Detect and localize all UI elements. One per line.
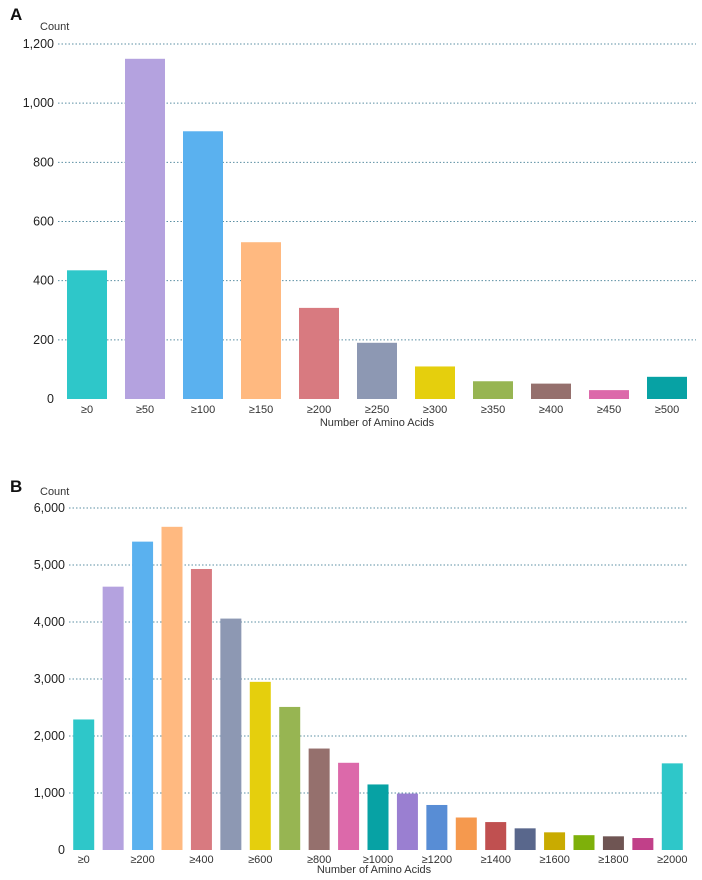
bar-a-9 (531, 383, 571, 399)
bar-a-8 (473, 381, 513, 399)
x-tick-label: ≥400 (189, 854, 213, 866)
bar-a-10 (589, 390, 629, 399)
x-ticks-a: ≥0 ≥50 ≥100 ≥150 ≥200 ≥250 ≥300 ≥350 ≥400 ≥450 ≥50… (81, 404, 679, 416)
y-tick-label: 2,000 (34, 729, 65, 743)
x-tick-label: ≥0 (78, 854, 90, 866)
x-tick-label: ≥200 (130, 854, 154, 866)
x-tick-label: ≥1000 (363, 854, 394, 866)
bar-b-18 (573, 835, 595, 850)
bar-b-19 (602, 836, 624, 850)
bar-a-5 (299, 307, 339, 399)
y-tick-label: 1,200 (23, 37, 54, 51)
bar-a-6 (357, 342, 397, 399)
x-tick-label: ≥1600 (539, 854, 570, 866)
bar-b-4 (161, 526, 183, 850)
bar-b-16 (514, 828, 536, 850)
x-tick-label: ≥1800 (598, 854, 629, 866)
x-tick-label: ≥450 (597, 404, 621, 416)
bar-b-3 (132, 541, 154, 850)
bar-a-2 (125, 58, 165, 400)
bar-a-11 (647, 376, 687, 399)
bar-a-4 (241, 242, 281, 399)
bar-b-7 (249, 681, 271, 850)
bar-b-12 (396, 793, 418, 850)
bar-a-7 (415, 366, 455, 399)
chart-panel-b: B Count 0 1,000 2,000 3,000 4,000 5,000 6,000 … (0, 470, 702, 880)
x-tick-label: ≥0 (81, 404, 93, 416)
y-tick-label: 800 (33, 155, 54, 169)
y-tick-label: 1,000 (23, 96, 54, 110)
bar-b-11 (367, 784, 389, 850)
x-tick-label: ≥350 (481, 404, 505, 416)
y-tick-label: 600 (33, 215, 54, 229)
bar-b-15 (485, 822, 507, 850)
x-axis-title-a: Number of Amino Acids (320, 417, 435, 429)
x-tick-label: ≥300 (423, 404, 447, 416)
y-tick-label: 5,000 (34, 558, 65, 572)
x-tick-label: ≥400 (539, 404, 563, 416)
x-tick-label: ≥800 (307, 854, 331, 866)
bar-b-2 (102, 586, 124, 850)
x-ticks-b: ≥0 ≥200 ≥400 ≥600 ≥800 ≥1000 ≥1200 ≥1400 ≥1600 ≥1… (78, 854, 688, 866)
x-tick-label: ≥2000 (657, 854, 688, 866)
x-tick-label: ≥100 (191, 404, 215, 416)
bar-b-10 (338, 762, 360, 850)
y-tick-label: 6,000 (34, 501, 65, 515)
x-tick-label: ≥1400 (480, 854, 511, 866)
y-axis-title-b: Count (40, 486, 69, 498)
bar-a-1 (67, 270, 107, 399)
bar-b-14 (455, 817, 477, 850)
y-axis-title-a: Count (40, 21, 69, 33)
panel-label-b: B (10, 477, 22, 496)
chart-panel-a: A Count 0 200 400 600 800 1,000 1,200 ≥0 ≥50 ≥10… (10, 5, 696, 429)
bars-a (67, 58, 687, 400)
y-ticks-a: 0 200 400 600 800 1,000 1,200 (23, 37, 54, 406)
y-tick-label: 0 (47, 392, 54, 406)
x-tick-label: ≥150 (249, 404, 273, 416)
bar-b-5 (190, 568, 212, 850)
bars-b (73, 526, 683, 850)
bar-b-20 (632, 838, 654, 850)
x-tick-label: ≥500 (655, 404, 679, 416)
y-tick-label: 4,000 (34, 615, 65, 629)
bar-b-6 (220, 618, 242, 850)
panel-label-a: A (10, 5, 22, 24)
y-tick-label: 200 (33, 333, 54, 347)
x-tick-label: ≥250 (365, 404, 389, 416)
bar-b-1 (73, 719, 95, 850)
y-ticks-b: 0 1,000 2,000 3,000 4,000 5,000 6,000 (34, 501, 65, 857)
y-tick-label: 0 (58, 843, 65, 857)
chart-b-svg: B Count 01,0002,0003,0004,0005,0006,000 … (10, 477, 688, 876)
bar-b-9 (308, 748, 330, 850)
chart-a-svg: A Count 0 200 400 600 800 1,000 1,200 ≥0 ≥50 ≥10… (10, 5, 696, 429)
bar-b-17 (544, 832, 566, 850)
x-tick-label: ≥50 (136, 404, 154, 416)
bar-b-8 (279, 706, 301, 850)
bar-b-13 (426, 804, 448, 850)
x-tick-label: ≥1200 (422, 854, 453, 866)
y-tick-label: 400 (33, 274, 54, 288)
x-tick-label: ≥200 (307, 404, 331, 416)
y-tick-label: 1,000 (34, 786, 65, 800)
x-tick-label: ≥600 (248, 854, 272, 866)
bar-a-3 (183, 131, 223, 400)
bar-b-21 (661, 763, 683, 850)
x-axis-title-b: Number of Amino Acids (317, 864, 432, 876)
y-tick-label: 3,000 (34, 672, 65, 686)
